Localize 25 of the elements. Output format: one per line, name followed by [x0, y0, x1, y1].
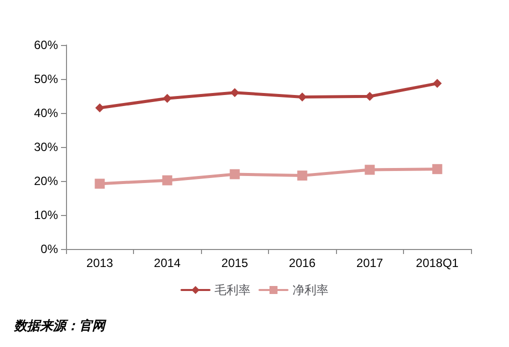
point: [162, 175, 172, 186]
point: [162, 94, 172, 103]
point: [95, 103, 104, 112]
x-tick-label: 2017: [356, 256, 384, 270]
y-tick-label: 20%: [34, 174, 58, 188]
y-tick-label: 10%: [34, 208, 58, 222]
x-tick-label: 2016: [288, 256, 316, 270]
y-tick-label: 30%: [34, 140, 58, 154]
point: [297, 170, 308, 181]
y-tick-label: 40%: [34, 106, 58, 120]
x-tick-label: 2018Q1: [416, 256, 459, 270]
x-tick-label: 2015: [221, 256, 248, 270]
y-tick-label: 0%: [40, 242, 58, 256]
legend-label: 净利率: [292, 283, 328, 297]
y-tick-label: 60%: [34, 38, 58, 52]
x-tick-label: 2013: [86, 256, 114, 270]
source-note: 数据来源：官网: [13, 318, 107, 334]
x-tick-label: 2014: [154, 256, 181, 270]
point: [364, 164, 375, 175]
y-tick-label: 50%: [34, 72, 58, 86]
point: [230, 169, 240, 180]
point: [432, 78, 442, 88]
point: [94, 178, 105, 189]
legend-label: 毛利率: [214, 283, 250, 297]
point: [432, 164, 442, 174]
